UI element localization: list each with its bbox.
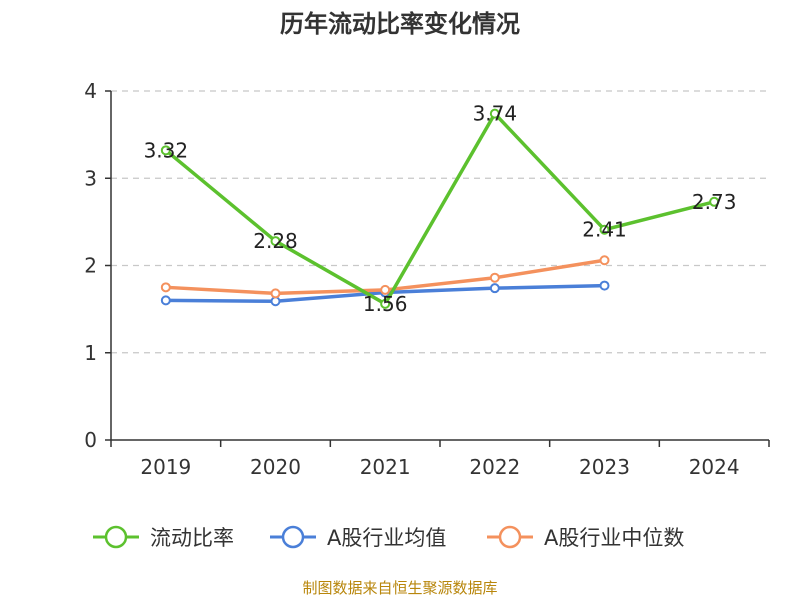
data-point (599, 280, 610, 291)
y-tick-label: 4 (84, 79, 97, 103)
y-tick-label: 0 (84, 428, 97, 452)
series-2 (160, 255, 610, 299)
data-label: 3.32 (144, 138, 189, 162)
data-point (270, 288, 281, 299)
data-label: 2.41 (582, 218, 627, 242)
legend-label: 流动比率 (150, 526, 234, 550)
legend-label: A股行业均值 (327, 526, 446, 550)
data-point (380, 298, 391, 309)
legend-item: A股行业中位数 (487, 525, 684, 550)
data-point (270, 296, 281, 307)
legend-item: A股行业均值 (270, 525, 446, 550)
legend: 流动比率 A股行业均值 A股行业中位数 (93, 525, 684, 550)
series-layer (160, 108, 720, 309)
data-point (599, 224, 610, 235)
legend-marker (498, 525, 522, 549)
data-label: 1.56 (363, 292, 408, 316)
data-point (489, 283, 500, 294)
gridlines (111, 90, 769, 354)
axes: 0 1 2 3 4 2019 2020 2021 2022 2023 2024 (84, 79, 770, 479)
y-tick-label: 3 (84, 166, 97, 190)
data-point (380, 284, 391, 295)
data-point (160, 282, 171, 293)
data-point (270, 236, 281, 247)
data-point (160, 295, 171, 306)
x-tick-label: 2019 (140, 455, 191, 479)
x-tick-label: 2022 (469, 455, 520, 479)
data-point (599, 255, 610, 266)
legend-marker (104, 525, 128, 549)
data-label: 3.74 (473, 102, 518, 126)
series-line (164, 111, 716, 306)
data-point (489, 272, 500, 283)
legend-label: A股行业中位数 (544, 526, 684, 550)
data-point (489, 108, 500, 119)
y-tick-label: 1 (84, 341, 97, 365)
x-tick-label: 2023 (579, 455, 630, 479)
series-0 (160, 108, 720, 309)
chart-title: 历年流动比率变化情况 (280, 10, 520, 38)
legend-item: 流动比率 (93, 525, 234, 550)
x-tick-label: 2021 (360, 455, 411, 479)
x-tick-label: 2024 (689, 455, 740, 479)
legend-marker (281, 525, 305, 549)
y-tick-label: 2 (84, 254, 97, 278)
data-labels: 3.32 2.28 1.56 3.74 2.41 2.73 (144, 102, 737, 316)
data-label: 2.28 (253, 229, 298, 253)
data-point (709, 196, 720, 207)
data-label: 2.73 (692, 190, 737, 214)
data-point (160, 145, 171, 156)
source-note: 制图数据来自恒生聚源数据库 (302, 579, 497, 597)
x-tick-label: 2020 (250, 455, 301, 479)
